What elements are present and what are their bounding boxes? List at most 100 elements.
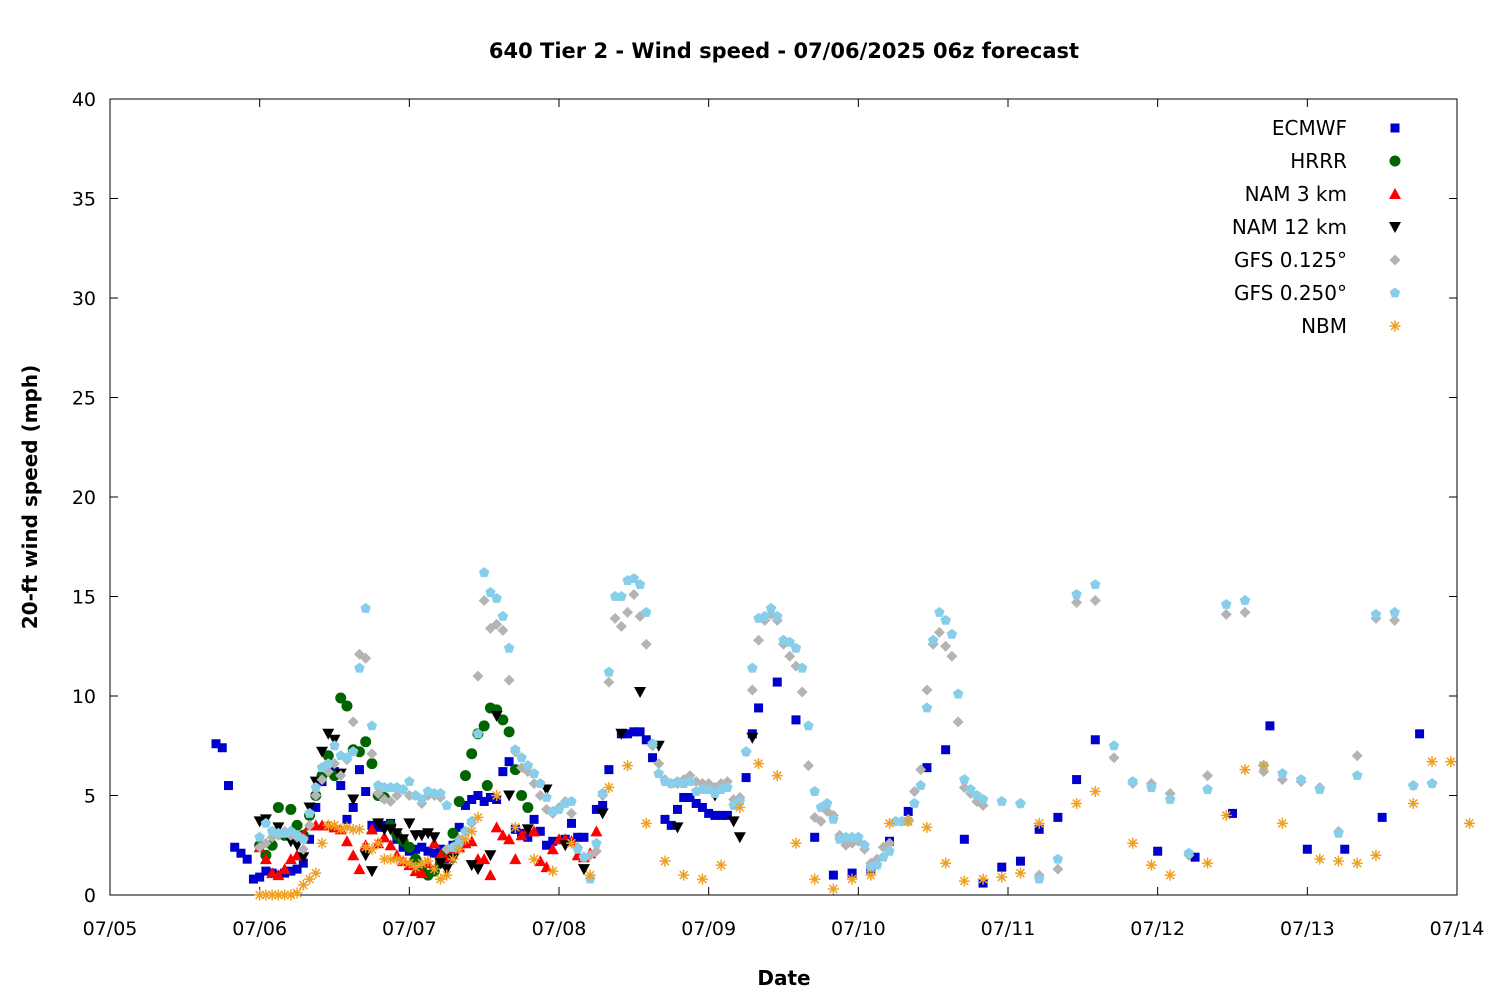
- data-point-gfs-0-250: [828, 813, 839, 824]
- legend: ECMWF HRRR NAM 3 km NAM 12 km GFS 0.125° GFS …: [1232, 116, 1401, 338]
- x-tick-label: 07/11: [981, 918, 1036, 940]
- data-point-gfs-0-250: [503, 642, 515, 653]
- data-point-nam-12-km: [428, 832, 441, 844]
- data-point-nam-12-km: [422, 828, 435, 840]
- data-point-nbm: [584, 869, 596, 881]
- data-point-gfs-0-250: [354, 662, 365, 673]
- data-point-nam-12-km: [390, 828, 403, 840]
- data-point-hrrr: [360, 736, 372, 748]
- data-point-gfs-0-250: [772, 610, 783, 621]
- data-point-gfs-0-250: [747, 662, 758, 673]
- data-point-gfs-0-125: [921, 684, 933, 696]
- data-point-hrrr: [503, 726, 515, 738]
- data-point-ecmwf: [479, 796, 489, 806]
- data-point-gfs-0-125: [360, 652, 372, 664]
- y-tick-label: 10: [72, 686, 96, 708]
- data-point-nbm: [603, 782, 615, 794]
- data-point-hrrr: [453, 795, 465, 807]
- data-point-ecmwf: [473, 791, 483, 800]
- data-point-nbm: [453, 843, 465, 855]
- data-point-ecmwf: [722, 810, 732, 820]
- data-point-ecmwf: [411, 844, 421, 854]
- data-point-gfs-0-125: [603, 676, 615, 688]
- data-point-nbm: [1202, 857, 1214, 869]
- data-point-nam-3-km: [528, 825, 541, 837]
- y-tick-label: 35: [72, 189, 96, 211]
- data-point-ecmwf: [1228, 808, 1237, 818]
- data-point-gfs-0-250: [884, 845, 895, 856]
- y-tick-label: 15: [72, 587, 96, 609]
- data-point-nam-12-km: [297, 852, 310, 864]
- data-point-gfs-0-250: [578, 851, 590, 862]
- data-point-nbm: [1314, 853, 1326, 865]
- data-point-nbm: [1258, 760, 1270, 772]
- data-point-nam-12-km: [384, 824, 397, 836]
- data-point-ecmwf: [648, 753, 658, 763]
- data-point-gfs-0-250: [927, 634, 939, 645]
- x-axis-label: Date: [757, 966, 810, 990]
- data-point-nam-12-km: [503, 790, 516, 802]
- data-point-gfs-0-250: [965, 784, 976, 794]
- data-point-ecmwf: [1190, 852, 1200, 862]
- data-point-nbm: [447, 853, 459, 865]
- data-point-gfs-0-250: [821, 798, 833, 808]
- data-point-nbm: [1463, 817, 1475, 829]
- data-point-ecmwf: [566, 818, 576, 828]
- data-point-gfs-0-250: [497, 610, 509, 621]
- data-point-nbm: [846, 873, 858, 885]
- data-point-gfs-0-250: [1314, 784, 1325, 794]
- data-point-nbm: [958, 875, 970, 887]
- data-point-ecmwf: [504, 757, 514, 767]
- data-point-nam-12-km: [471, 864, 484, 876]
- data-point-gfs-0-125: [1220, 608, 1232, 620]
- data-point-nbm: [372, 837, 384, 849]
- data-point-hrrr: [335, 692, 347, 704]
- legend-label: HRRR: [1290, 149, 1347, 173]
- data-point-gfs-0-250: [478, 567, 490, 578]
- data-point-gfs-0-250: [416, 794, 427, 804]
- data-point-nbm: [285, 889, 297, 901]
- data-point-nam-12-km: [596, 808, 609, 820]
- data-point-nbm: [640, 817, 652, 829]
- data-point-gfs-0-250: [616, 591, 627, 601]
- data-point-ecmwf: [941, 745, 951, 755]
- data-point-gfs-0-125: [940, 640, 952, 652]
- data-point-ecmwf: [922, 763, 932, 773]
- data-point-nam-12-km: [465, 860, 478, 872]
- y-tick-label: 20: [72, 487, 96, 509]
- data-point-gfs-0-250: [1183, 847, 1195, 858]
- data-point-ecmwf: [716, 810, 726, 820]
- data-point-nam-3-km: [272, 869, 285, 881]
- data-point-ecmwf: [542, 840, 552, 850]
- data-point-ecmwf: [679, 792, 689, 802]
- data-point-nam-12-km: [322, 728, 335, 740]
- data-point-gfs-0-250: [1202, 784, 1213, 794]
- data-point-gfs-0-250: [485, 587, 496, 597]
- data-point-nbm: [310, 867, 322, 879]
- data-point-gfs-0-125: [1351, 750, 1363, 762]
- data-point-nbm: [1370, 849, 1382, 861]
- data-point-gfs-0-125: [503, 674, 515, 686]
- data-point-nam-3-km: [340, 835, 353, 847]
- data-point-nam-12-km: [615, 728, 628, 740]
- data-point-gfs-0-250: [360, 602, 371, 613]
- data-point-nbm: [441, 869, 453, 881]
- data-point-hrrr: [410, 853, 422, 865]
- data-point-ecmwf: [629, 727, 639, 737]
- data-point-gfs-0-250: [454, 837, 465, 848]
- legend-marker: [1390, 123, 1400, 133]
- data-point-gfs-0-250: [1015, 798, 1026, 808]
- data-point-ecmwf: [672, 804, 682, 814]
- data-point-hrrr: [516, 790, 528, 801]
- data-point-gfs-0-125: [1239, 606, 1251, 618]
- x-tick-label: 07/09: [681, 918, 736, 940]
- data-point-nbm: [565, 837, 577, 849]
- data-point-gfs-0-250: [653, 768, 664, 779]
- data-point-ecmwf: [305, 834, 315, 844]
- data-point-ecmwf: [685, 792, 695, 802]
- data-point-gfs-0-250: [310, 782, 321, 792]
- data-point-nbm: [266, 889, 278, 901]
- data-point-hrrr: [478, 720, 490, 732]
- data-point-nam-12-km: [347, 794, 360, 806]
